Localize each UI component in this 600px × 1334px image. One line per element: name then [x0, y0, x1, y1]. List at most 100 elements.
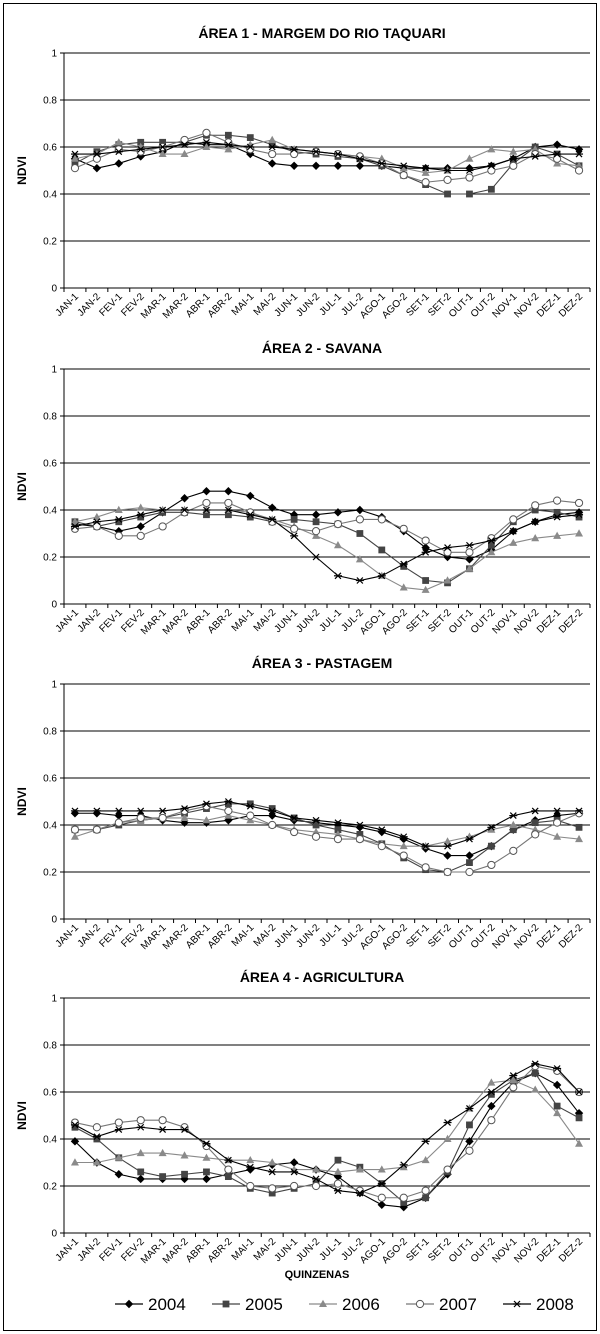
data-point — [465, 555, 474, 564]
data-point — [333, 541, 342, 549]
data-point — [465, 1146, 474, 1155]
data-point — [180, 805, 189, 812]
data-point — [443, 867, 452, 877]
data-point — [246, 134, 254, 141]
data-point — [574, 498, 584, 508]
legend-marker — [415, 1299, 425, 1309]
data-point — [268, 135, 277, 143]
data-point — [71, 1123, 79, 1131]
data-point — [180, 818, 189, 827]
data-point — [443, 548, 452, 557]
data-point — [487, 548, 496, 556]
data-point — [290, 1168, 299, 1176]
data-point — [180, 141, 189, 149]
x-tick-label: JUN-1 — [272, 607, 300, 635]
data-point — [422, 1194, 430, 1202]
data-point — [224, 798, 233, 805]
data-point — [268, 503, 277, 512]
data-point — [553, 832, 562, 840]
data-point — [355, 505, 365, 515]
data-point — [553, 531, 562, 539]
data-point — [443, 175, 452, 184]
data-point — [246, 800, 254, 808]
data-point — [224, 806, 233, 816]
data-point — [158, 522, 167, 531]
data-point — [290, 1165, 299, 1173]
data-point — [246, 513, 254, 521]
data-point — [487, 825, 496, 833]
y-tick-label: 1 — [51, 49, 57, 60]
series-2008 — [70, 798, 584, 850]
data-point — [136, 511, 145, 519]
series-2008 — [70, 138, 584, 174]
data-point — [289, 161, 299, 170]
series-line — [74, 1065, 580, 1199]
data-point — [421, 168, 430, 176]
data-point — [334, 826, 342, 834]
data-point — [92, 1133, 101, 1141]
y-tick-label: 1 — [51, 680, 57, 691]
x-tick-label: ABR-2 — [206, 607, 235, 636]
panel-4: ÁREA 4 - AGRICULTURA 0 0.2 0.4 0.6 0.8 1 NDVI JA… — [15, 969, 591, 1266]
x-tick-label: FEV-1 — [97, 1236, 125, 1264]
data-point — [136, 145, 145, 153]
series-line — [74, 1072, 580, 1208]
data-point — [465, 851, 474, 860]
data-point — [575, 529, 584, 537]
panel-3: ÁREA 3 - PASTAGEM 0 0.2 0.4 0.6 0.8 1 NDVI JAN-1… — [15, 655, 591, 952]
data-point — [268, 159, 277, 168]
data-point — [509, 1076, 518, 1084]
x-tick-label: NOV-2 — [512, 291, 541, 320]
data-point — [224, 145, 233, 153]
data-point — [355, 1165, 364, 1173]
y-tick-label: 0.4 — [43, 821, 57, 832]
data-point — [158, 506, 167, 514]
y-axis-label: NDVI — [15, 156, 29, 185]
data-point — [377, 1193, 386, 1202]
data-point — [509, 826, 517, 834]
data-point — [202, 1174, 211, 1184]
y-tick-label: 1 — [51, 365, 57, 376]
y-tick-label: 0.2 — [43, 553, 57, 564]
data-point — [290, 149, 299, 159]
y-tick-label: 0.6 — [43, 774, 57, 785]
data-point — [70, 523, 79, 530]
data-point — [377, 1200, 386, 1209]
data-point — [114, 1126, 123, 1134]
data-point — [553, 159, 562, 167]
data-point — [399, 524, 408, 533]
x-tick-label: JUL-1 — [317, 1236, 344, 1263]
data-point — [246, 491, 255, 501]
data-point — [531, 807, 540, 815]
x-tick-label: FEV-1 — [97, 607, 125, 635]
data-point — [289, 1158, 299, 1167]
y-tick-label: 0.4 — [43, 1135, 57, 1146]
data-point — [377, 826, 386, 834]
y-tick-label: 0.6 — [43, 459, 57, 470]
data-point — [487, 860, 496, 870]
data-point — [268, 149, 277, 159]
data-point — [509, 527, 518, 535]
figure-frame — [3, 3, 597, 1331]
series-line — [74, 815, 580, 847]
series-2007 — [70, 496, 584, 557]
y-axis-label: NDVI — [15, 787, 29, 816]
legend-marker — [319, 1299, 327, 1307]
data-point — [531, 1085, 540, 1093]
data-point — [333, 572, 342, 580]
data-point — [552, 140, 562, 149]
x-tick-label: JAN-2 — [76, 922, 104, 950]
x-tick-label: AGO-2 — [380, 607, 410, 637]
series-2006 — [70, 1076, 584, 1175]
data-point — [443, 837, 452, 845]
legend-label: 2004 — [148, 1295, 186, 1314]
data-point — [312, 1175, 321, 1183]
x-tick-label: MAR-2 — [161, 607, 191, 637]
data-point — [203, 511, 210, 519]
y-tick-label: 0.2 — [43, 1182, 57, 1193]
y-tick-label: 0 — [51, 915, 57, 926]
data-point — [114, 148, 123, 156]
data-point — [377, 572, 386, 580]
data-point — [333, 1187, 342, 1195]
data-point — [465, 1137, 474, 1146]
